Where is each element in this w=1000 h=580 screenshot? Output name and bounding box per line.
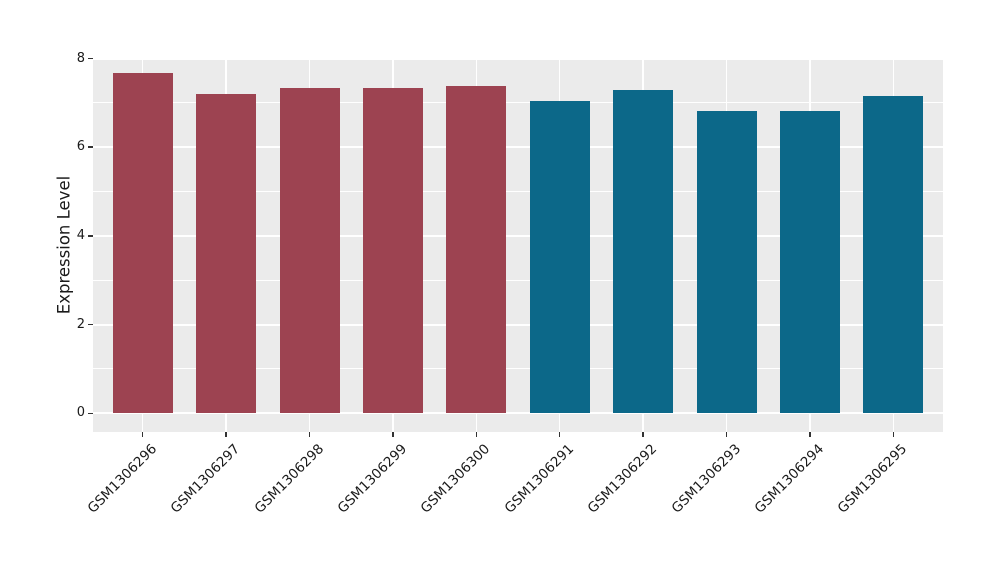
y-axis-title-area: Expression Level [53, 58, 75, 432]
gridline-h-major [93, 412, 943, 415]
gridline-h-major [93, 57, 943, 60]
y-tick-label: 0 [76, 405, 85, 421]
gridline-h-major [93, 234, 943, 237]
x-tick-mark [725, 432, 728, 437]
y-tick-mark [87, 235, 93, 237]
x-tick-label: GSM1306296 [84, 441, 161, 517]
x-tick-label: GSM1306297 [167, 441, 244, 517]
x-tick-label: GSM1306292 [584, 441, 661, 517]
bar [279, 87, 340, 414]
x-tick-label: GSM1306293 [668, 441, 744, 517]
bar [196, 93, 257, 414]
x-tick-mark [642, 432, 644, 437]
gridline-h-major [93, 323, 943, 326]
x-tick-label: GSM1306298 [251, 441, 327, 517]
y-tick-mark [87, 146, 93, 149]
plot-panel [93, 57, 943, 432]
x-tick-mark [392, 432, 394, 437]
y-tick-label: 6 [76, 139, 85, 155]
x-tick-mark [225, 432, 227, 437]
gridline-h-minor [93, 279, 943, 281]
y-axis-title: Expression Level [54, 175, 74, 315]
gridline-h-minor [93, 191, 943, 193]
gridline-h-minor [93, 102, 943, 104]
x-tick-label: GSM1306300 [418, 441, 494, 517]
bar [696, 110, 757, 414]
x-tick-mark [141, 432, 144, 437]
bar [529, 100, 590, 414]
gridline-h-major [93, 146, 943, 149]
x-tick-label: GSM1306295 [835, 441, 911, 517]
y-tick-label: 8 [76, 50, 85, 66]
x-tick-mark [558, 432, 561, 437]
bar [112, 73, 173, 414]
bar [863, 95, 924, 414]
x-tick-mark [475, 432, 478, 437]
y-tick-label: 2 [76, 316, 85, 332]
x-tick-mark [308, 432, 311, 437]
bar [362, 88, 423, 414]
x-tick-label: GSM1306291 [501, 441, 578, 517]
x-tick-mark [892, 432, 895, 437]
x-tick-mark [809, 432, 811, 437]
y-tick-mark [87, 412, 93, 415]
bar [613, 89, 674, 414]
y-tick-mark [87, 323, 93, 326]
y-tick-mark [87, 57, 93, 60]
gridline-h-minor [93, 368, 943, 370]
x-tick-label: GSM1306294 [751, 441, 828, 517]
x-tick-label: GSM1306299 [334, 441, 411, 517]
bar [779, 110, 840, 414]
bar [446, 85, 507, 414]
y-tick-label: 4 [76, 227, 85, 243]
